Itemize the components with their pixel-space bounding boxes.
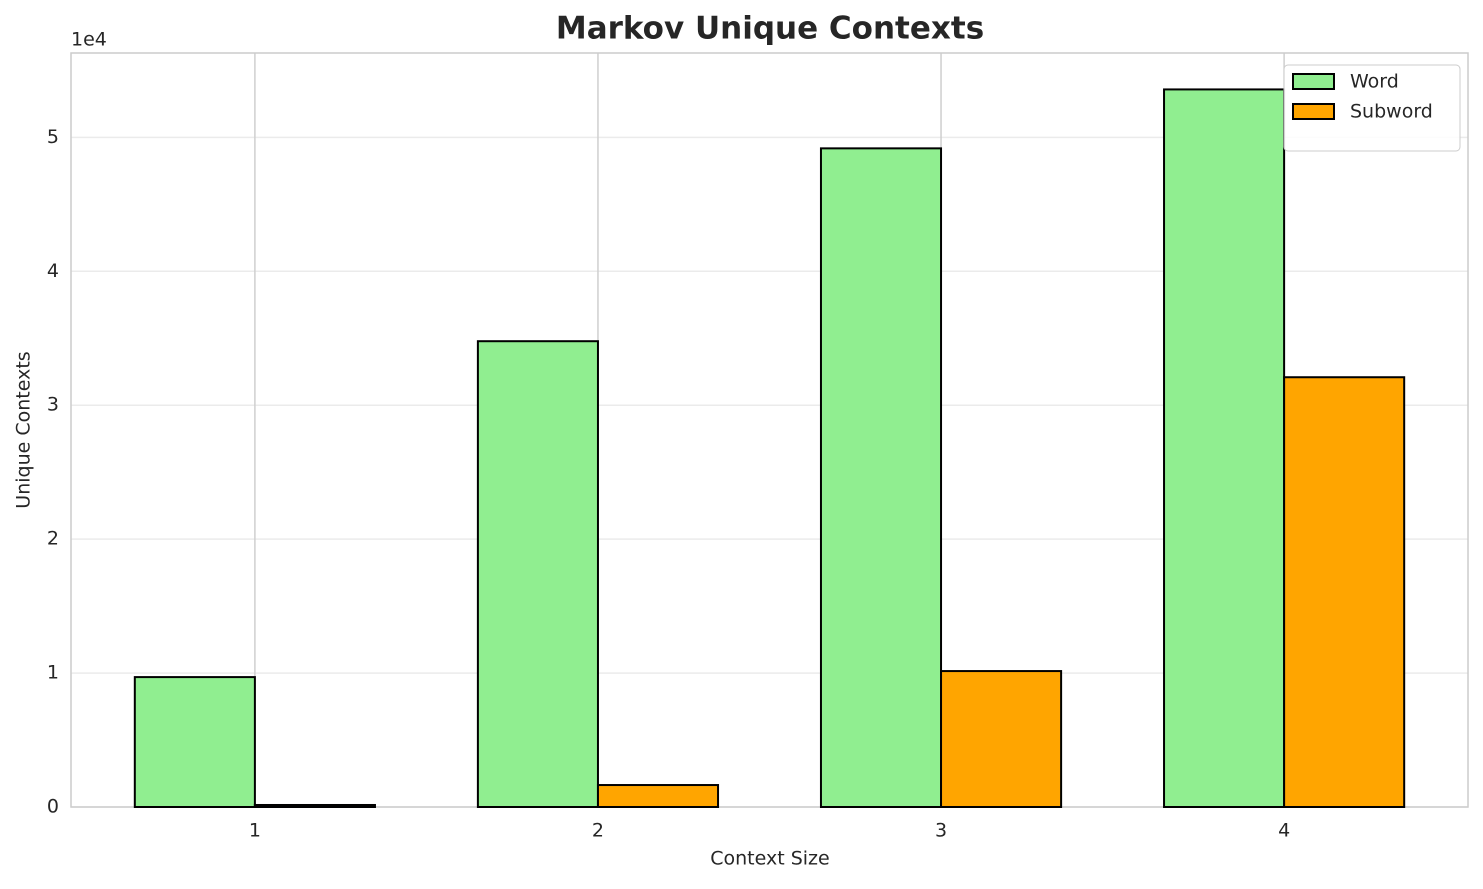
y-offset-label: 1e4: [71, 29, 107, 51]
y-axis-label: Unique Contexts: [13, 351, 35, 508]
bar: [596, 784, 720, 809]
plot-frame: [70, 52, 1469, 808]
y-tick-label: 2: [47, 528, 59, 550]
bar: [1163, 88, 1286, 808]
x-tick-label: 3: [935, 820, 947, 842]
y-tick-label: 0: [47, 796, 59, 818]
bar: [1283, 376, 1406, 808]
legend-swatch: [1292, 73, 1335, 90]
legend-swatch: [1292, 103, 1335, 120]
chart-title: Markov Unique Contexts: [556, 11, 984, 47]
x-tick-label: 2: [592, 820, 604, 842]
x-axis-label: Context Size: [710, 848, 829, 870]
legend-label: Subword: [1350, 101, 1433, 123]
bar: [940, 670, 1063, 809]
bar: [476, 340, 599, 808]
x-tick-label: 4: [1278, 820, 1290, 842]
bar: [133, 676, 256, 808]
y-tick-label: 5: [47, 126, 59, 148]
y-tick-label: 4: [47, 260, 59, 282]
x-tick-label: 1: [249, 820, 261, 842]
y-tick-label: 3: [47, 394, 59, 416]
y-tick-label: 1: [47, 662, 59, 684]
legend-label: Word: [1350, 71, 1399, 93]
bar: [819, 147, 943, 809]
bar: [253, 803, 376, 808]
